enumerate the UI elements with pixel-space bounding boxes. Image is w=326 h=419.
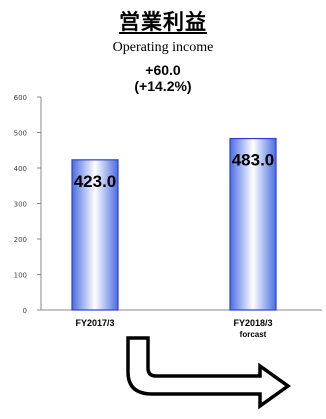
x-tick-label: FY2017/3 <box>75 318 114 328</box>
y-tick-label: 400 <box>14 165 27 173</box>
change-value: +60.0 <box>145 62 181 78</box>
y-tick-label: 600 <box>14 94 27 102</box>
chart-title-en: Operating income <box>112 40 214 55</box>
data-label: 483.0 <box>232 151 275 170</box>
chart-title-jp: 営業利益 <box>0 6 326 36</box>
chart-title-jp-text: 営業利益 <box>119 10 207 34</box>
change-percent: (+14.2%) <box>134 78 192 94</box>
x-tick-sublabel: forcast <box>240 330 267 339</box>
y-tick-label: 100 <box>14 272 27 280</box>
y-tick-label: 500 <box>14 130 27 138</box>
y-tick-label: 200 <box>14 236 27 244</box>
y-tick-label: 0 <box>23 307 27 315</box>
bar <box>71 159 119 311</box>
data-label: 423.0 <box>74 172 117 191</box>
y-tick-label: 300 <box>14 201 27 209</box>
x-tick-label: FY2018/3 <box>233 318 272 328</box>
bar <box>229 137 277 311</box>
